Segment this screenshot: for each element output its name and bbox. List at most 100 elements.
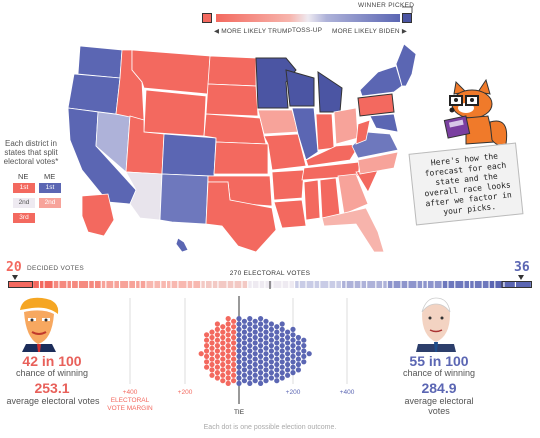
outcome-dot-biden xyxy=(252,356,258,362)
outcome-dot-biden xyxy=(236,343,242,349)
biden-decided-votes: 36 xyxy=(514,260,530,275)
ev-bar-segment xyxy=(354,281,361,288)
ev-bar-segment xyxy=(161,281,166,288)
ev-bar-segment xyxy=(218,281,227,288)
outcome-dot-biden xyxy=(263,367,269,373)
ev-bar-segment xyxy=(361,281,367,288)
outcome-dot-biden xyxy=(236,364,242,370)
outcome-dot-trump xyxy=(231,345,237,351)
ev-bar-segment xyxy=(346,281,354,288)
outcome-dot-trump xyxy=(209,356,215,362)
outcome-dot-biden xyxy=(236,380,242,386)
ev-bar-segment xyxy=(464,281,470,288)
outcome-dot-biden xyxy=(247,343,253,349)
ev-bar-segment xyxy=(53,281,59,288)
outcome-dot-biden xyxy=(301,337,307,343)
ev-bar-segment xyxy=(423,281,427,288)
outcome-dot-trump xyxy=(220,367,226,373)
outcome-dot-trump xyxy=(214,321,220,327)
outcome-dot-trump xyxy=(231,361,237,368)
trump-decided-votes: 20 xyxy=(6,260,22,275)
outcome-dot-biden xyxy=(236,316,242,322)
state-sd xyxy=(205,83,259,117)
ev-bar-segment xyxy=(376,281,383,288)
outcome-dot-trump xyxy=(204,337,210,343)
outcome-dot-trump xyxy=(214,343,220,349)
ne-district-1[interactable]: 1st xyxy=(13,183,35,193)
us-map xyxy=(67,43,417,253)
ev-bar-segment xyxy=(306,281,314,288)
outcome-dot-biden xyxy=(285,367,291,373)
ev-bar-segment xyxy=(470,281,474,288)
state-wa xyxy=(77,45,123,79)
outcome-dot-biden xyxy=(252,318,258,324)
outcome-dot-trump xyxy=(225,332,231,338)
outcome-dot-biden xyxy=(241,329,247,335)
outcome-dot-biden xyxy=(279,337,285,343)
ev-bar-segment xyxy=(329,281,336,288)
state-ga xyxy=(337,173,369,215)
me-district-2[interactable]: 2nd xyxy=(39,198,61,208)
ev-bar-segment xyxy=(44,281,53,288)
outcome-dot-trump xyxy=(225,364,231,370)
outcome-dot-trump xyxy=(225,348,231,354)
outcome-dot-biden xyxy=(263,318,269,324)
ev-bar-segment xyxy=(383,281,387,288)
ne-district-3[interactable]: 3rd xyxy=(13,213,35,223)
outcome-dot-biden xyxy=(301,348,307,354)
legend-biden-picked-swatch xyxy=(402,13,412,23)
outcome-dot-biden xyxy=(258,348,264,354)
outcome-dot-trump xyxy=(214,326,220,332)
me-district-1[interactable]: 1st xyxy=(39,183,61,193)
ev-bar-segment xyxy=(59,281,67,288)
ne-district-2[interactable]: 2nd xyxy=(13,198,35,208)
outcome-dot-biden xyxy=(274,345,280,351)
outcome-dot-biden xyxy=(295,361,301,368)
outcome-dot-trump xyxy=(214,337,220,343)
ev-bar-segment xyxy=(401,281,408,288)
outcome-dot-biden xyxy=(241,351,247,357)
outcome-dot-biden xyxy=(274,361,280,368)
outcome-dot-trump xyxy=(214,332,220,338)
ev-bar-segment xyxy=(427,281,434,288)
outcome-dot-biden xyxy=(263,329,269,335)
outcome-dot-biden xyxy=(263,340,269,346)
outcome-dot-trump xyxy=(231,372,237,378)
ev-bar-segment xyxy=(252,281,259,288)
outcome-dot-trump xyxy=(209,372,215,378)
outcome-dot-biden xyxy=(241,356,247,362)
outcome-dot-trump xyxy=(204,353,210,359)
outcome-dot-biden xyxy=(274,367,280,373)
outcome-dot-biden xyxy=(295,367,301,373)
outcome-dot-biden xyxy=(268,326,274,332)
ev-bar-segment xyxy=(212,281,218,288)
ne-label: NE xyxy=(18,172,29,181)
outcome-dot-biden xyxy=(268,343,274,349)
outcome-dot-biden xyxy=(258,380,264,386)
outcome-dot-biden xyxy=(241,372,247,378)
ev-bar-segment xyxy=(342,281,346,288)
outcome-dot-biden xyxy=(295,345,301,351)
outcome-dot-trump xyxy=(225,380,231,386)
outcome-dot-biden xyxy=(241,334,247,341)
outcome-dot-biden xyxy=(290,353,296,359)
outcome-dot-biden xyxy=(285,329,291,335)
outcome-dot-trump xyxy=(214,375,220,381)
outcome-dot-biden xyxy=(258,353,264,359)
ev-bar-segment xyxy=(295,281,299,288)
outcome-dot-trump xyxy=(209,334,215,341)
outcome-dot-trump xyxy=(204,343,210,349)
outcome-dot-biden xyxy=(252,372,258,378)
ev-bar-segment xyxy=(120,281,129,288)
ev-bar-segment xyxy=(205,281,212,288)
outcome-dot-biden xyxy=(258,321,264,327)
outcome-dot-trump xyxy=(225,321,231,327)
biden-avg-electoral-votes: 284.9 xyxy=(421,380,457,396)
outcome-dot-biden xyxy=(252,351,258,357)
ev-bar-segment xyxy=(72,281,78,288)
fox-mascot-illustration xyxy=(443,78,508,146)
outcome-dot-biden xyxy=(268,359,274,365)
outcome-dot-trump xyxy=(225,316,231,322)
ev-bar-segment xyxy=(265,281,273,288)
outcome-dot-biden xyxy=(285,372,291,378)
